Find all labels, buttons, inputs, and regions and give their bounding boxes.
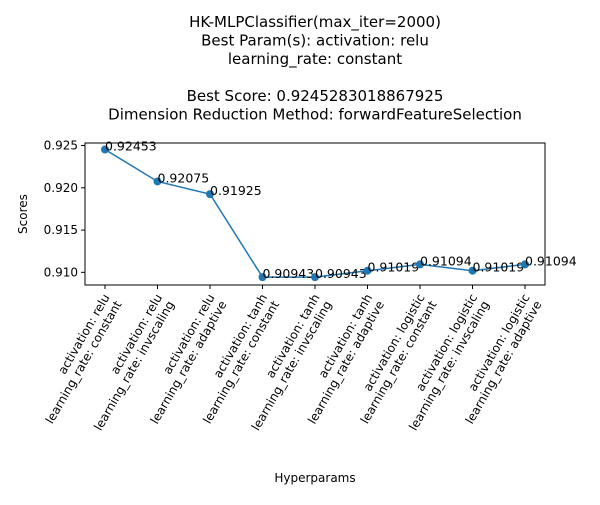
data-point [206, 190, 214, 199]
data-label: 0.91094 [420, 253, 472, 268]
y-tick-label: 0.910 [44, 265, 78, 279]
data-point [363, 266, 372, 275]
data-label: 0.91925 [210, 183, 262, 198]
data-point [258, 273, 267, 282]
data-label: 0.92075 [158, 170, 210, 185]
y-tick-label: 0.920 [44, 181, 78, 195]
data-label: 0.92453 [105, 139, 157, 154]
chart-title-line: Best Score: 0.9245283018867925 [187, 87, 444, 105]
x-axis-label: Hyperparams [274, 471, 355, 485]
data-label: 0.91094 [525, 253, 577, 268]
chart-title-line: HK-MLPClassifier(max_iter=2000) [189, 13, 441, 32]
data-label: 0.90943 [315, 266, 367, 281]
data-label: 0.91019 [473, 260, 525, 275]
data-label: 0.91019 [368, 260, 420, 275]
data-point [311, 273, 319, 282]
data-label: 0.90943 [263, 266, 315, 281]
data-point [468, 266, 477, 275]
chart-title-line: Dimension Reduction Method: forwardFeatu… [108, 106, 522, 124]
data-point [153, 177, 162, 186]
y-tick-label: 0.915 [44, 223, 78, 237]
chart-title-line: Best Param(s): activation: relu [201, 32, 429, 50]
data-point [101, 145, 109, 154]
chart-title-line: learning_rate: constant [228, 50, 402, 69]
data-point [416, 260, 424, 269]
y-tick-label: 0.925 [44, 139, 78, 153]
data-point [521, 260, 529, 269]
y-axis-label: Scores [16, 194, 30, 234]
